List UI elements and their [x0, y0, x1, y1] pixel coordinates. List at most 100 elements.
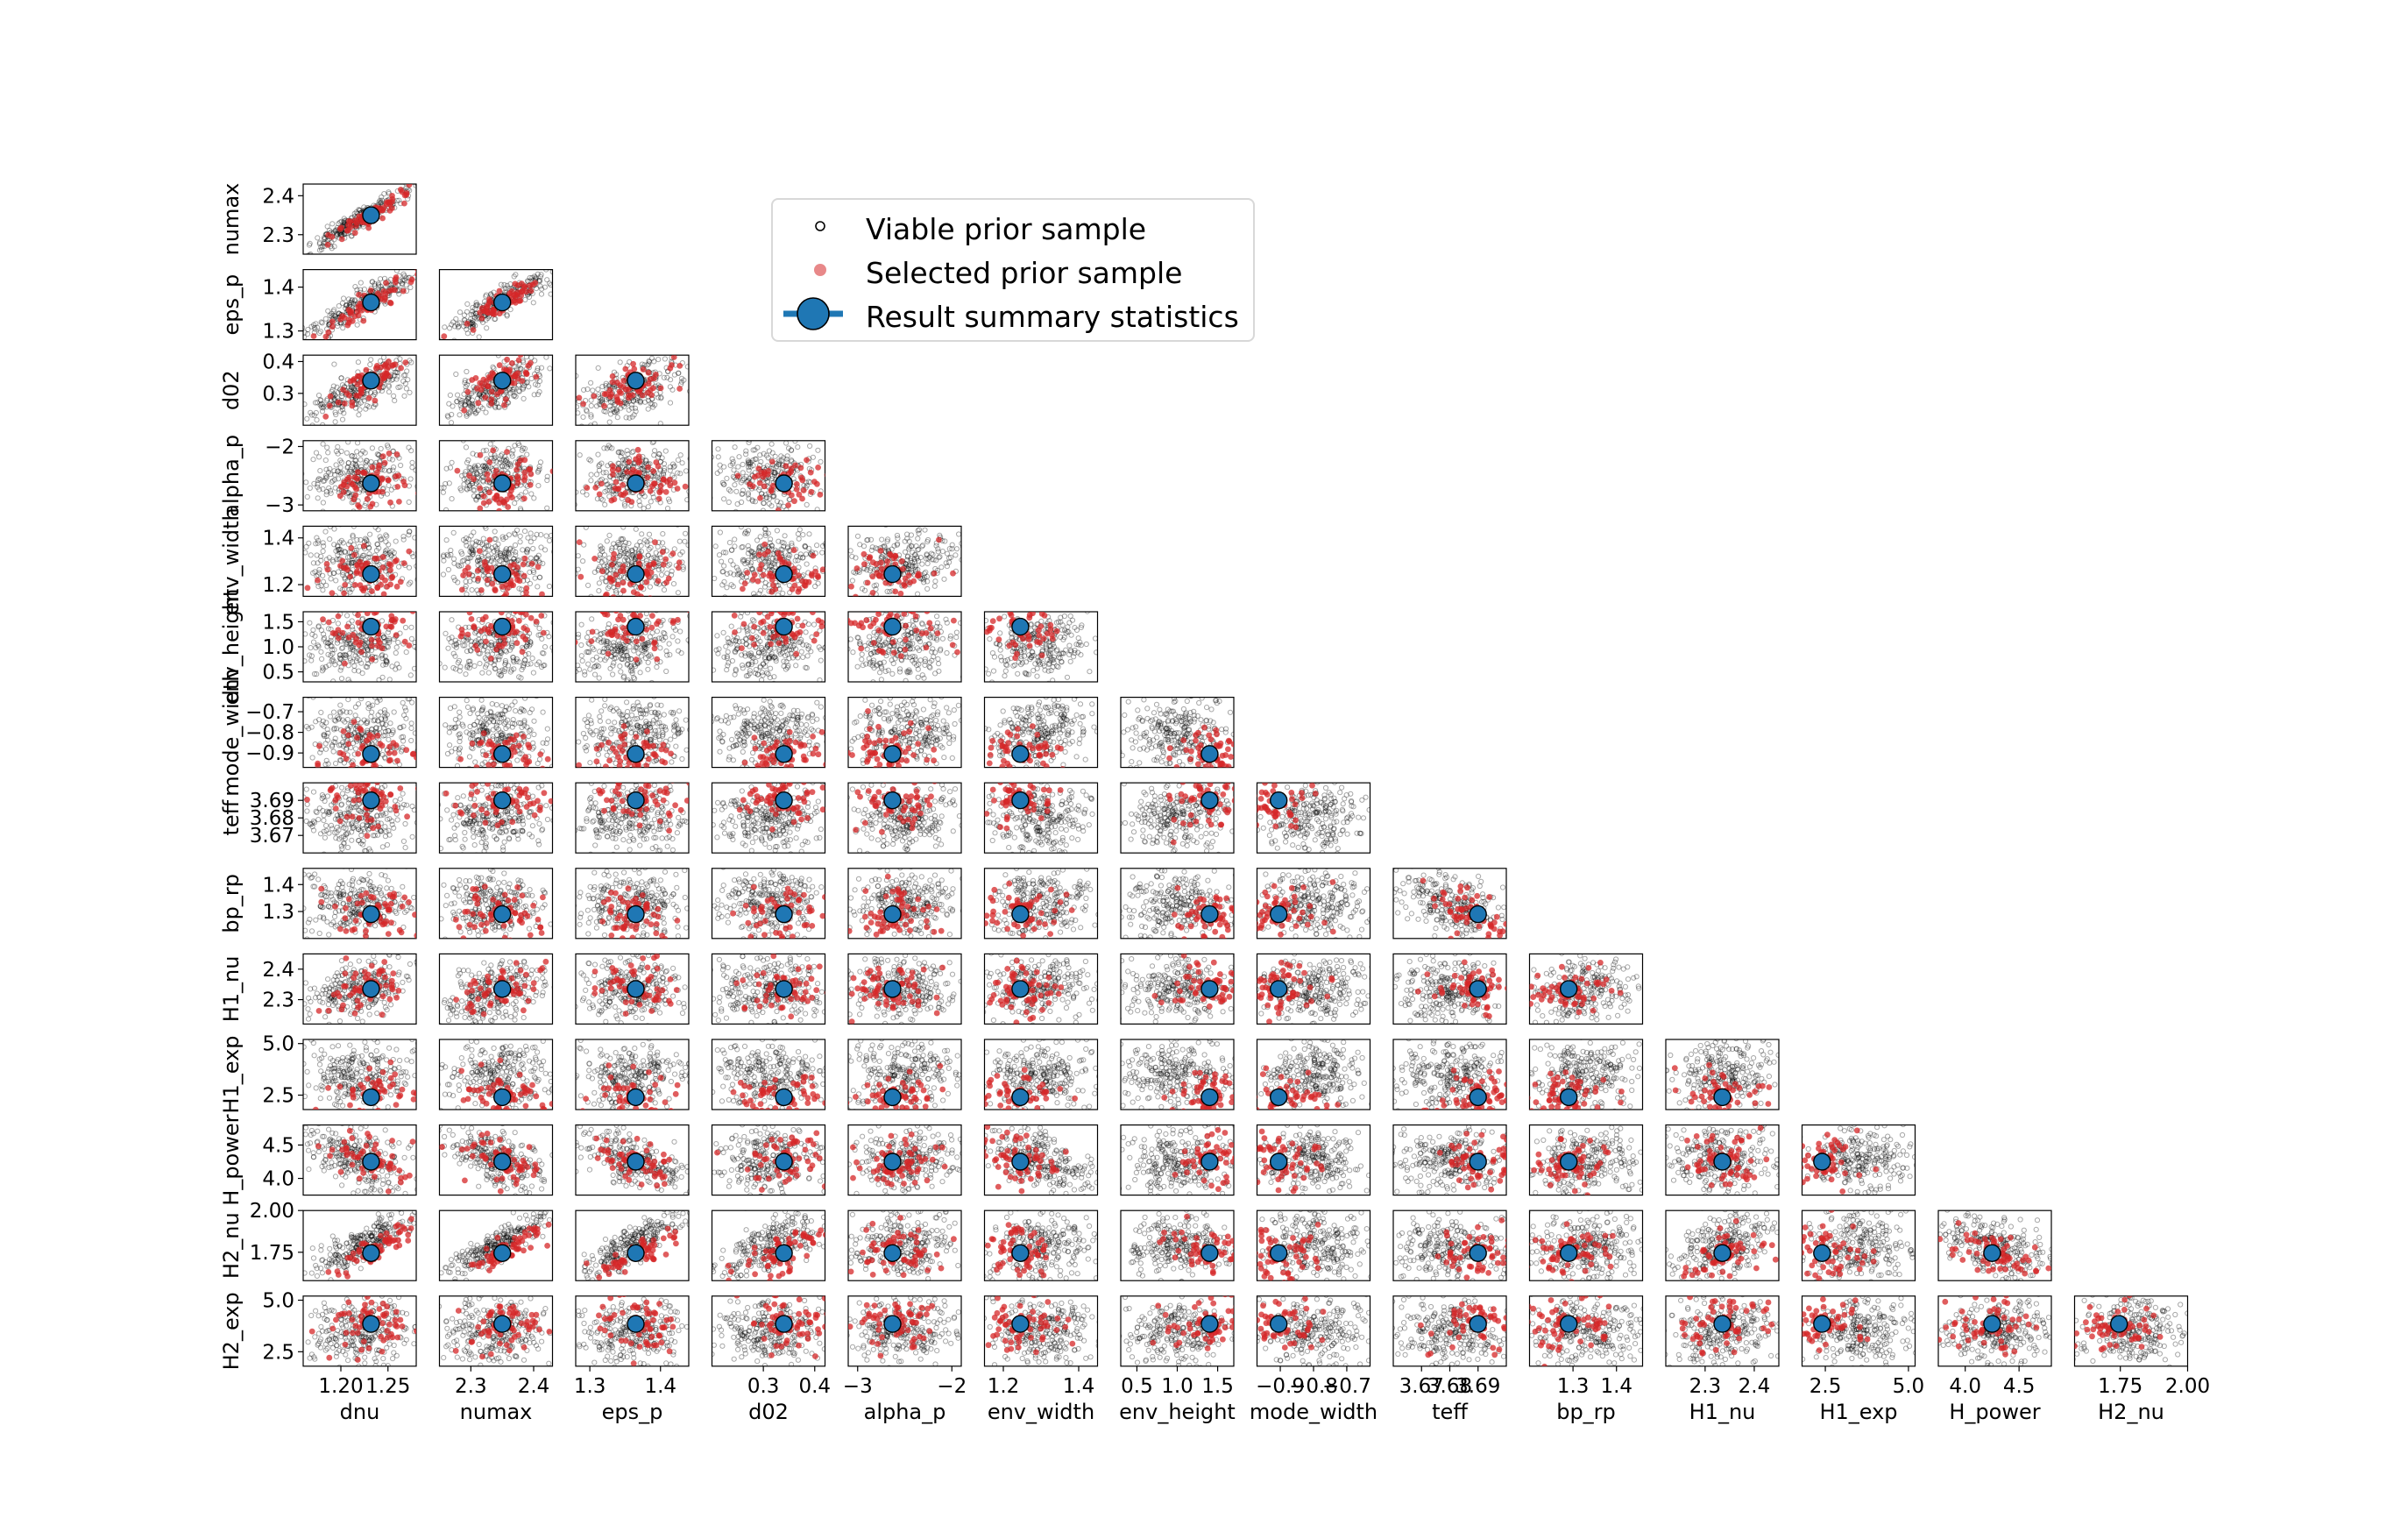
viable-point — [515, 433, 520, 437]
selected-point — [610, 373, 616, 379]
selected-point — [367, 504, 373, 510]
viable-point — [372, 426, 377, 430]
y-tick-label: −2 — [265, 436, 294, 458]
selected-point — [475, 568, 481, 574]
selected-point — [636, 560, 642, 566]
selected-point — [608, 578, 614, 585]
selected-point — [638, 585, 644, 591]
selected-point — [526, 466, 532, 472]
viable-point — [534, 262, 538, 266]
selected-point — [396, 499, 402, 505]
selected-point — [322, 414, 329, 420]
selected-point — [796, 572, 802, 578]
y-tick-label: 2.4 — [262, 185, 294, 208]
selected-point — [730, 601, 736, 607]
viable-point — [981, 543, 986, 547]
selected-point — [530, 281, 536, 287]
selected-point — [658, 386, 664, 392]
viable-point — [422, 641, 427, 645]
selected-point — [381, 592, 387, 598]
y-tick-label: 1.3 — [262, 321, 294, 344]
selected-point — [481, 493, 487, 500]
viable-point — [419, 479, 423, 483]
viable-point — [832, 455, 836, 459]
selected-point — [341, 591, 347, 597]
viable-point — [631, 436, 635, 440]
y-tick-label: 2.3 — [262, 224, 294, 247]
panel-dnu-env_height: 0.51.01.5 — [262, 601, 433, 695]
selected-point — [615, 399, 621, 405]
selected-point — [484, 304, 490, 310]
selected-point — [506, 601, 512, 607]
selected-point — [747, 481, 753, 487]
selected-point — [388, 301, 394, 307]
viable-point — [757, 598, 761, 602]
selected-point — [658, 347, 664, 353]
viable-point — [621, 606, 626, 610]
selected-point — [390, 196, 396, 202]
viable-point — [562, 558, 566, 563]
selected-point — [761, 542, 768, 548]
viable-point — [429, 421, 434, 425]
selected-point — [478, 587, 485, 593]
selected-point — [598, 481, 605, 487]
selected-point — [414, 346, 420, 352]
viable-point — [706, 547, 711, 551]
selected-point — [400, 288, 407, 294]
viable-point — [428, 493, 433, 498]
selected-point — [635, 447, 641, 453]
selected-point — [646, 370, 652, 376]
selected-point — [535, 564, 542, 570]
selected-point — [626, 395, 632, 401]
selected-point — [672, 479, 678, 486]
selected-point — [516, 298, 522, 304]
selected-point — [858, 601, 864, 607]
selected-point — [676, 386, 683, 392]
selected-point — [387, 208, 393, 214]
selected-point — [477, 506, 483, 512]
selected-point — [359, 585, 365, 592]
panel-eps_p-env_width — [562, 516, 731, 610]
viable-point — [953, 514, 958, 518]
selected-point — [351, 552, 358, 558]
selected-point — [393, 274, 400, 280]
selected-point — [631, 366, 637, 372]
selected-point — [386, 478, 392, 484]
selected-point — [620, 482, 626, 488]
selected-point — [342, 401, 348, 407]
selected-point — [441, 333, 447, 339]
viable-point — [468, 511, 472, 515]
selected-point — [387, 500, 393, 506]
viable-point — [561, 345, 565, 350]
viable-point — [894, 601, 898, 606]
viable-point — [384, 520, 388, 524]
selected-point — [364, 367, 370, 373]
selected-point — [910, 578, 917, 585]
viable-point — [423, 183, 428, 188]
viable-point — [829, 559, 833, 564]
selected-point — [372, 398, 379, 404]
selected-point — [514, 573, 521, 579]
viable-point — [776, 512, 780, 516]
selected-point — [369, 588, 375, 594]
selected-point — [641, 366, 647, 372]
selected-point — [637, 553, 643, 559]
selected-point — [870, 573, 876, 579]
selected-point — [808, 470, 814, 476]
selected-point — [792, 583, 798, 589]
viable-point — [417, 366, 421, 371]
selected-point — [504, 357, 510, 363]
selected-point — [622, 366, 628, 372]
selected-point — [615, 467, 621, 473]
selected-point — [628, 499, 634, 505]
selected-point — [522, 283, 528, 289]
selected-point — [626, 459, 632, 465]
selected-point — [497, 310, 503, 316]
viable-point — [522, 349, 527, 353]
selected-point — [901, 581, 907, 587]
y-tick-label: −3 — [265, 494, 294, 517]
viable-point — [422, 407, 427, 411]
selected-point — [519, 378, 525, 384]
selected-point — [757, 480, 763, 486]
selected-point — [372, 556, 379, 562]
